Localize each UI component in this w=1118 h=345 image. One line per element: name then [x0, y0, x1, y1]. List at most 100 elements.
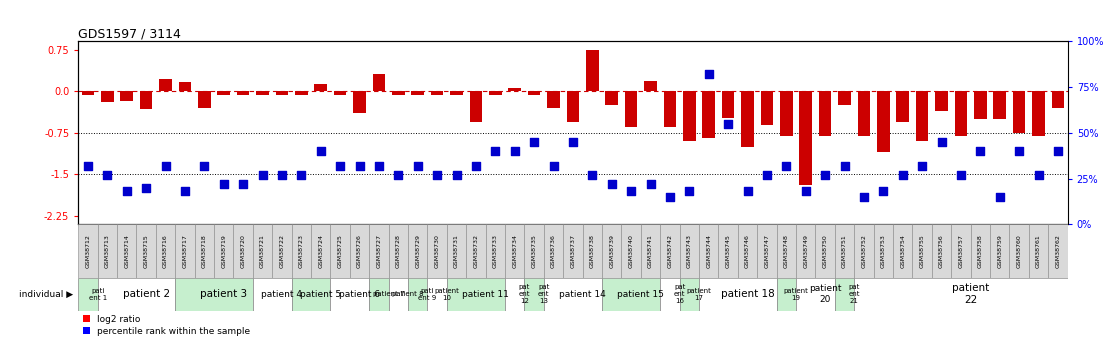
Bar [372, 73, 386, 91]
Bar [780, 91, 793, 136]
Point [157, 163, 174, 168]
Point [117, 189, 135, 194]
Text: patient 2: patient 2 [123, 289, 170, 299]
Text: GSM38714: GSM38714 [124, 234, 130, 268]
FancyBboxPatch shape [136, 224, 155, 278]
Bar [897, 91, 909, 122]
FancyBboxPatch shape [622, 224, 641, 278]
Point [196, 163, 214, 168]
Text: patient 15: patient 15 [617, 289, 664, 299]
Text: patient
22: patient 22 [953, 283, 989, 305]
FancyBboxPatch shape [738, 224, 757, 278]
Text: GSM38727: GSM38727 [377, 234, 381, 268]
Text: GSM38725: GSM38725 [338, 234, 343, 268]
Point [913, 163, 931, 168]
Point [623, 189, 641, 194]
FancyBboxPatch shape [176, 278, 253, 310]
FancyBboxPatch shape [369, 278, 389, 310]
Bar [509, 88, 521, 91]
Bar [159, 79, 172, 91]
Bar [470, 91, 482, 122]
FancyBboxPatch shape [835, 278, 854, 310]
FancyBboxPatch shape [1010, 224, 1029, 278]
Point [525, 139, 543, 145]
Text: GSM38723: GSM38723 [299, 234, 304, 268]
Bar [818, 91, 832, 136]
FancyBboxPatch shape [408, 278, 427, 310]
Bar [489, 91, 502, 95]
Text: GSM38741: GSM38741 [648, 234, 653, 268]
Bar [548, 91, 560, 108]
FancyBboxPatch shape [951, 224, 970, 278]
Point [874, 189, 892, 194]
Text: patient 4: patient 4 [262, 289, 303, 299]
Bar [683, 91, 695, 141]
FancyBboxPatch shape [389, 278, 408, 310]
Text: patient
17: patient 17 [686, 288, 711, 300]
FancyBboxPatch shape [176, 224, 195, 278]
Point [972, 148, 989, 154]
FancyBboxPatch shape [680, 278, 699, 310]
Text: GSM38726: GSM38726 [357, 234, 362, 268]
Text: GSM38736: GSM38736 [551, 234, 556, 268]
Text: GSM38750: GSM38750 [823, 234, 827, 268]
Point [351, 163, 369, 168]
Point [505, 148, 523, 154]
FancyBboxPatch shape [273, 224, 292, 278]
Bar [567, 91, 579, 122]
Point [565, 139, 582, 145]
FancyBboxPatch shape [195, 224, 214, 278]
FancyBboxPatch shape [873, 224, 893, 278]
Point [642, 181, 660, 187]
Text: GSM38744: GSM38744 [707, 234, 711, 268]
Bar [82, 91, 94, 95]
Point [215, 181, 233, 187]
Point [312, 148, 330, 154]
FancyBboxPatch shape [893, 224, 912, 278]
FancyBboxPatch shape [234, 224, 253, 278]
FancyBboxPatch shape [427, 278, 447, 310]
Text: GDS1597 / 3114: GDS1597 / 3114 [78, 28, 181, 41]
Bar [334, 91, 347, 95]
Bar [237, 91, 249, 95]
Text: GSM38751: GSM38751 [842, 234, 847, 268]
Point [409, 163, 427, 168]
Text: GSM38754: GSM38754 [900, 234, 906, 268]
FancyBboxPatch shape [796, 278, 835, 310]
Text: pati
ent 1: pati ent 1 [88, 288, 107, 300]
Bar [936, 91, 948, 111]
FancyBboxPatch shape [815, 224, 835, 278]
FancyBboxPatch shape [447, 278, 505, 310]
Text: GSM38739: GSM38739 [609, 234, 614, 268]
Text: patient 3: patient 3 [200, 289, 247, 299]
FancyBboxPatch shape [719, 224, 738, 278]
Text: GSM38758: GSM38758 [978, 234, 983, 268]
FancyBboxPatch shape [97, 224, 117, 278]
FancyBboxPatch shape [603, 224, 622, 278]
FancyBboxPatch shape [699, 224, 719, 278]
FancyBboxPatch shape [505, 224, 524, 278]
FancyBboxPatch shape [408, 224, 427, 278]
FancyBboxPatch shape [155, 224, 176, 278]
Text: GSM38729: GSM38729 [415, 234, 420, 268]
FancyBboxPatch shape [78, 278, 97, 310]
Bar [1032, 91, 1045, 136]
FancyBboxPatch shape [292, 224, 311, 278]
Bar [994, 91, 1006, 119]
Text: GSM38747: GSM38747 [765, 234, 769, 268]
Bar [276, 91, 288, 95]
Text: patient
10: patient 10 [435, 288, 459, 300]
Point [932, 139, 950, 145]
Text: GSM38756: GSM38756 [939, 234, 944, 268]
Point [991, 194, 1008, 199]
Bar [295, 91, 307, 95]
Point [389, 172, 407, 178]
FancyBboxPatch shape [97, 278, 176, 310]
Text: patient 8: patient 8 [392, 291, 424, 297]
Text: individual ▶: individual ▶ [19, 289, 73, 299]
Text: pati
ent 9: pati ent 9 [418, 288, 437, 300]
Bar [625, 91, 637, 127]
Text: patient 5: patient 5 [301, 289, 341, 299]
Point [603, 181, 620, 187]
FancyBboxPatch shape [369, 224, 389, 278]
